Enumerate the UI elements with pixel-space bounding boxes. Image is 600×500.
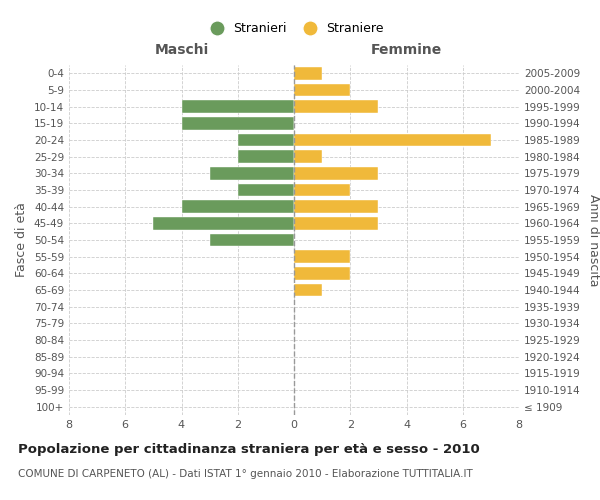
Bar	[294, 67, 322, 80]
Bar	[238, 184, 294, 196]
Text: Popolazione per cittadinanza straniera per età e sesso - 2010: Popolazione per cittadinanza straniera p…	[18, 442, 480, 456]
Bar	[294, 267, 350, 280]
Bar	[294, 200, 379, 213]
Text: Femmine: Femmine	[371, 44, 442, 58]
Bar	[154, 217, 294, 230]
Bar	[294, 134, 491, 146]
Bar	[182, 200, 294, 213]
Bar	[294, 167, 379, 179]
Bar	[182, 100, 294, 113]
Text: COMUNE DI CARPENETO (AL) - Dati ISTAT 1° gennaio 2010 - Elaborazione TUTTITALIA.: COMUNE DI CARPENETO (AL) - Dati ISTAT 1°…	[18, 469, 473, 479]
Bar	[294, 100, 379, 113]
Bar	[238, 150, 294, 163]
Bar	[209, 234, 294, 246]
Text: Maschi: Maschi	[154, 44, 209, 58]
Y-axis label: Fasce di età: Fasce di età	[16, 202, 28, 278]
Bar	[294, 217, 379, 230]
Y-axis label: Anni di nascita: Anni di nascita	[587, 194, 600, 286]
Bar	[294, 150, 322, 163]
Bar	[238, 134, 294, 146]
Bar	[294, 284, 322, 296]
Bar	[294, 84, 350, 96]
Bar	[294, 250, 350, 263]
Bar	[209, 167, 294, 179]
Legend: Stranieri, Straniere: Stranieri, Straniere	[200, 17, 388, 40]
Bar	[182, 117, 294, 130]
Bar	[294, 184, 350, 196]
